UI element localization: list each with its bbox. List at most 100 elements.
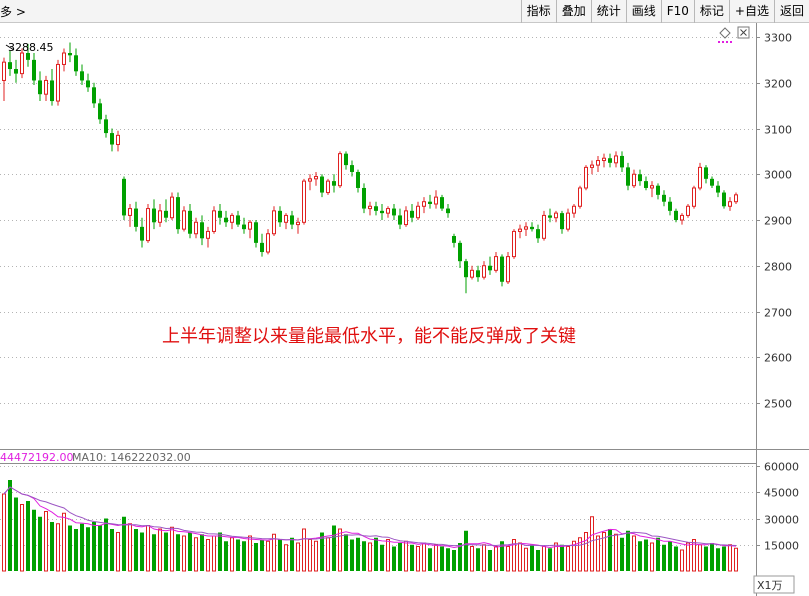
volume-tick-label: 45000 <box>764 487 799 500</box>
candle-body <box>644 181 648 188</box>
volume-bar <box>692 539 696 572</box>
volume-bar <box>26 501 30 571</box>
volume-bar <box>374 537 378 571</box>
candle-body <box>428 201 432 204</box>
candle-body <box>608 158 612 163</box>
candle <box>308 174 312 191</box>
toolbar-button-4[interactable]: F10 <box>660 0 694 23</box>
volume-bar <box>650 542 654 572</box>
candle <box>470 265 474 280</box>
candle <box>176 192 180 234</box>
candle <box>710 176 714 188</box>
candle-body <box>338 153 342 187</box>
price-tick-label: 2800 <box>764 261 792 274</box>
toolbar-button-1[interactable]: 叠加 <box>555 0 591 23</box>
candle <box>92 82 96 108</box>
candle-body <box>26 53 30 60</box>
candle-body <box>722 192 726 207</box>
toolbar-button-7[interactable]: 返回 <box>773 0 809 23</box>
volume-bar <box>542 546 546 572</box>
candle <box>248 220 252 239</box>
volume-bar <box>146 525 150 572</box>
volume-bar <box>698 544 702 572</box>
breadcrumb[interactable]: 多 > <box>0 5 26 19</box>
volume-tick-label: 60000 <box>764 461 799 474</box>
candle-body <box>728 201 732 207</box>
volume-bar <box>458 543 462 571</box>
volume-bar <box>200 534 204 571</box>
candle-body <box>440 197 444 209</box>
candle-body <box>224 217 228 223</box>
candle-body <box>494 256 498 271</box>
candle <box>410 203 414 223</box>
volume-bar <box>266 540 270 572</box>
candle <box>302 178 306 225</box>
candle-body <box>260 242 264 253</box>
candle-body <box>524 226 528 230</box>
candle <box>20 48 24 79</box>
ma5-value: 44472192.00 <box>0 451 73 464</box>
candle-body <box>302 180 306 223</box>
volume-bar <box>56 523 60 572</box>
candle <box>446 203 450 218</box>
candle-body <box>200 222 204 239</box>
volume-bar <box>536 550 540 571</box>
volume-bar <box>620 537 624 571</box>
candle <box>698 162 702 191</box>
candle-body <box>134 208 138 227</box>
candle-body <box>380 210 384 214</box>
candle <box>452 233 456 248</box>
candle-body <box>404 210 408 226</box>
candle <box>266 229 270 255</box>
volume-bar <box>8 480 12 571</box>
candle <box>440 194 444 211</box>
toolbar-button-2[interactable]: 统计 <box>590 0 626 23</box>
candle <box>356 169 360 193</box>
candle <box>212 206 216 234</box>
candle <box>734 192 738 204</box>
volume-bar <box>218 532 222 571</box>
candle-body <box>416 205 420 219</box>
candle <box>602 153 606 168</box>
volume-bar <box>152 534 156 571</box>
candle-body <box>62 52 66 65</box>
candle-body <box>692 187 696 207</box>
candle-body <box>212 210 216 232</box>
volume-bar <box>38 516 42 571</box>
candle <box>398 208 402 230</box>
volume-bar <box>722 546 726 571</box>
candle <box>344 151 348 170</box>
toolbar-button-0[interactable]: 指标 <box>520 0 556 23</box>
volume-bar <box>350 539 354 571</box>
volume-bar <box>602 532 606 572</box>
price-axis: 3300 3200 3100 3000 2900 2800 2700 2600 2500 <box>756 32 792 411</box>
candle <box>362 183 366 214</box>
candle-body <box>86 80 90 88</box>
candle <box>722 190 726 209</box>
volume-bar <box>362 541 366 571</box>
candle-body <box>122 178 126 216</box>
candle <box>62 48 66 72</box>
candle <box>26 43 30 67</box>
toolbar-button-5[interactable]: 标记 <box>693 0 729 23</box>
candle-body <box>584 166 588 189</box>
candle-body <box>20 52 24 75</box>
candle <box>458 240 462 269</box>
candle-body <box>686 205 690 216</box>
candle <box>236 210 240 227</box>
candle-body <box>398 215 402 225</box>
candle <box>686 203 690 218</box>
volume-bar <box>104 518 108 571</box>
volume-bar <box>674 546 678 571</box>
volume-unit-box <box>753 575 795 594</box>
chart-annotation: 上半年调整以来量能最低水平，能不能反弹成了关键 <box>162 326 576 347</box>
candle-body <box>548 215 552 218</box>
candle-body <box>602 157 606 162</box>
toolbar-button-3[interactable]: 画线 <box>625 0 661 23</box>
volume-bar <box>206 539 210 572</box>
volume-bar <box>20 504 24 572</box>
toolbar-button-6[interactable]: +自选 <box>728 0 774 23</box>
close-icon[interactable] <box>737 26 750 39</box>
diamond-icon[interactable] <box>719 27 731 39</box>
volume-ma5-line <box>3 486 737 549</box>
